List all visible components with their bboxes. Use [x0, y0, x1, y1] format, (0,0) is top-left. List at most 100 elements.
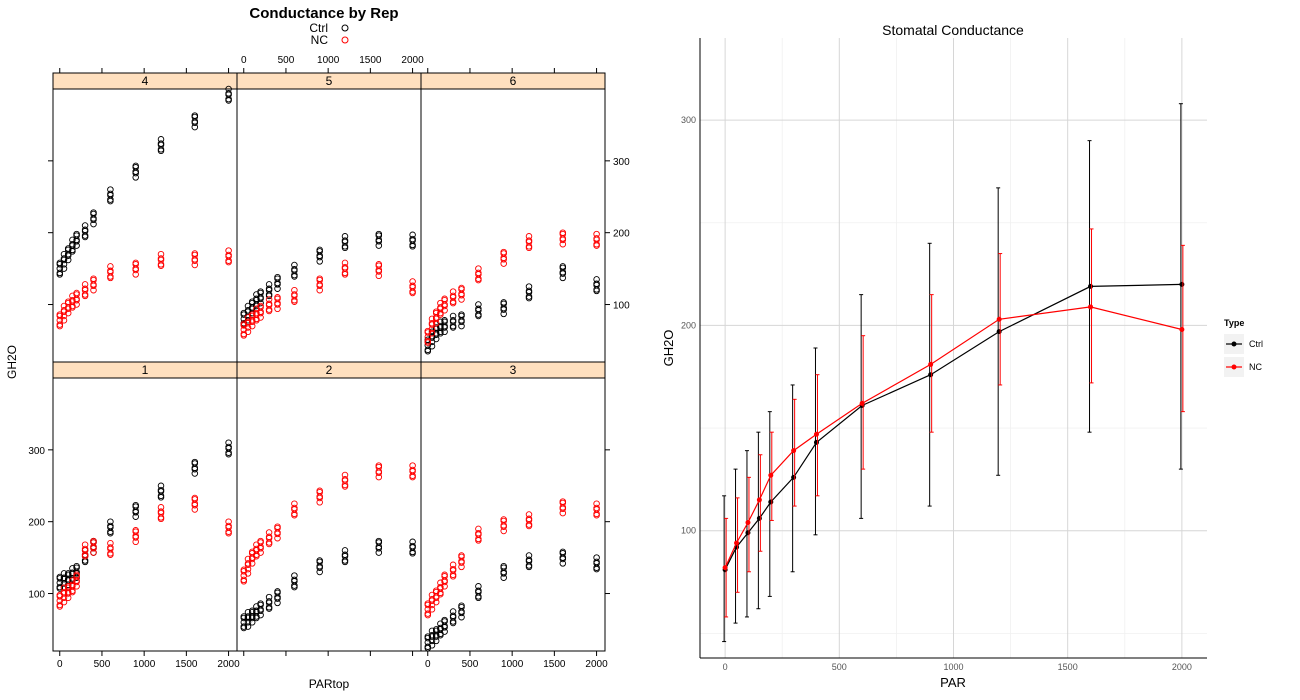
point-nc: [225, 518, 232, 525]
point-nc: [559, 229, 567, 236]
point-ctrl: [60, 570, 68, 577]
series-point-nc: [791, 448, 797, 454]
point-nc: [265, 529, 273, 536]
series-point-nc: [745, 520, 751, 526]
point-ctrl: [341, 551, 349, 558]
point-nc: [81, 545, 89, 553]
legend-title: Type: [1224, 318, 1244, 328]
point-nc: [132, 259, 139, 267]
point-nc: [593, 500, 600, 507]
panel-frame-1: [52, 361, 238, 652]
point-ctrl: [56, 583, 64, 591]
x-tick-label: 500: [832, 662, 847, 672]
point-ctrl: [191, 112, 199, 119]
point-ctrl: [274, 588, 281, 595]
panel-frame-3: [420, 361, 606, 652]
point-nc: [253, 309, 260, 317]
point-nc: [449, 565, 457, 573]
point-nc: [248, 311, 256, 318]
point-ctrl: [593, 554, 600, 561]
series-line-nc: [724, 306, 1183, 568]
series-point-nc: [928, 361, 934, 367]
point-nc: [69, 296, 76, 304]
series-point-ctrl: [756, 515, 762, 521]
series-point-nc: [734, 540, 740, 546]
y-tick-label: 100: [681, 526, 696, 536]
point-nc: [341, 476, 349, 483]
point-ctrl: [265, 593, 273, 601]
point-nc: [73, 571, 80, 579]
point-nc: [449, 288, 457, 295]
point-nc: [475, 525, 482, 533]
point-nc: [375, 261, 383, 268]
point-ctrl: [458, 602, 465, 609]
point-ctrl: [225, 90, 232, 97]
point-ctrl: [73, 230, 80, 238]
point-ctrl: [157, 486, 165, 494]
series-point-nc: [996, 316, 1002, 322]
legend-marker-ctrl: [341, 24, 349, 32]
point-ctrl: [107, 522, 114, 530]
point-ctrl: [409, 235, 416, 243]
point-nc: [475, 269, 482, 277]
point-ctrl: [225, 443, 232, 451]
point-nc: [64, 298, 72, 305]
y-tick-label-right: 200: [613, 229, 630, 240]
x-tick-label: 500: [94, 659, 111, 670]
point-nc: [525, 511, 533, 518]
series-point-ctrl: [1088, 283, 1094, 289]
point-ctrl: [191, 458, 199, 466]
point-nc: [225, 522, 232, 530]
point-nc: [244, 570, 252, 577]
panel-frame-2: [236, 361, 422, 652]
point-nc: [64, 583, 72, 590]
series-point-ctrl: [928, 372, 934, 378]
point-ctrl: [291, 266, 298, 273]
point-ctrl: [424, 643, 432, 650]
point-nc: [375, 462, 383, 469]
y-tick-label: 200: [28, 518, 45, 529]
point-nc: [90, 537, 97, 545]
point-ctrl: [265, 285, 273, 292]
point-ctrl: [244, 623, 252, 630]
point-ctrl: [60, 265, 68, 272]
point-ctrl: [240, 623, 248, 630]
point-nc: [69, 577, 76, 584]
point-ctrl: [291, 572, 298, 579]
point-ctrl: [316, 557, 323, 564]
point-ctrl: [257, 600, 264, 607]
point-nc: [107, 263, 114, 270]
point-ctrl: [593, 558, 600, 566]
point-nc: [60, 317, 68, 324]
point-ctrl: [428, 642, 436, 649]
point-nc: [458, 284, 465, 292]
x-tick-label: 1500: [1058, 662, 1078, 672]
point-ctrl: [257, 288, 264, 295]
point-nc: [107, 544, 114, 551]
point-ctrl: [253, 295, 260, 303]
series-point-ctrl: [791, 474, 797, 480]
point-ctrl: [441, 616, 448, 624]
y-tick-label: 100: [28, 590, 45, 601]
point-ctrl: [559, 548, 567, 556]
point-ctrl: [341, 237, 349, 244]
series-point-nc: [1179, 327, 1185, 333]
point-nc: [56, 321, 64, 328]
point-ctrl: [500, 299, 507, 306]
point-ctrl: [291, 261, 298, 269]
point-nc: [265, 300, 273, 308]
point-nc: [107, 267, 114, 275]
legend-key-point-ctrl: [1231, 341, 1237, 347]
y-tick-label-right: 300: [613, 157, 630, 168]
point-ctrl: [274, 273, 281, 281]
point-nc: [409, 278, 416, 285]
x-tick-label-top: 2000: [401, 55, 424, 66]
series-point-nc: [813, 431, 819, 437]
point-nc: [500, 248, 507, 256]
point-ctrl: [341, 233, 349, 240]
point-ctrl: [525, 552, 533, 559]
point-nc: [274, 523, 281, 530]
point-nc: [291, 286, 298, 294]
point-ctrl: [475, 301, 482, 308]
